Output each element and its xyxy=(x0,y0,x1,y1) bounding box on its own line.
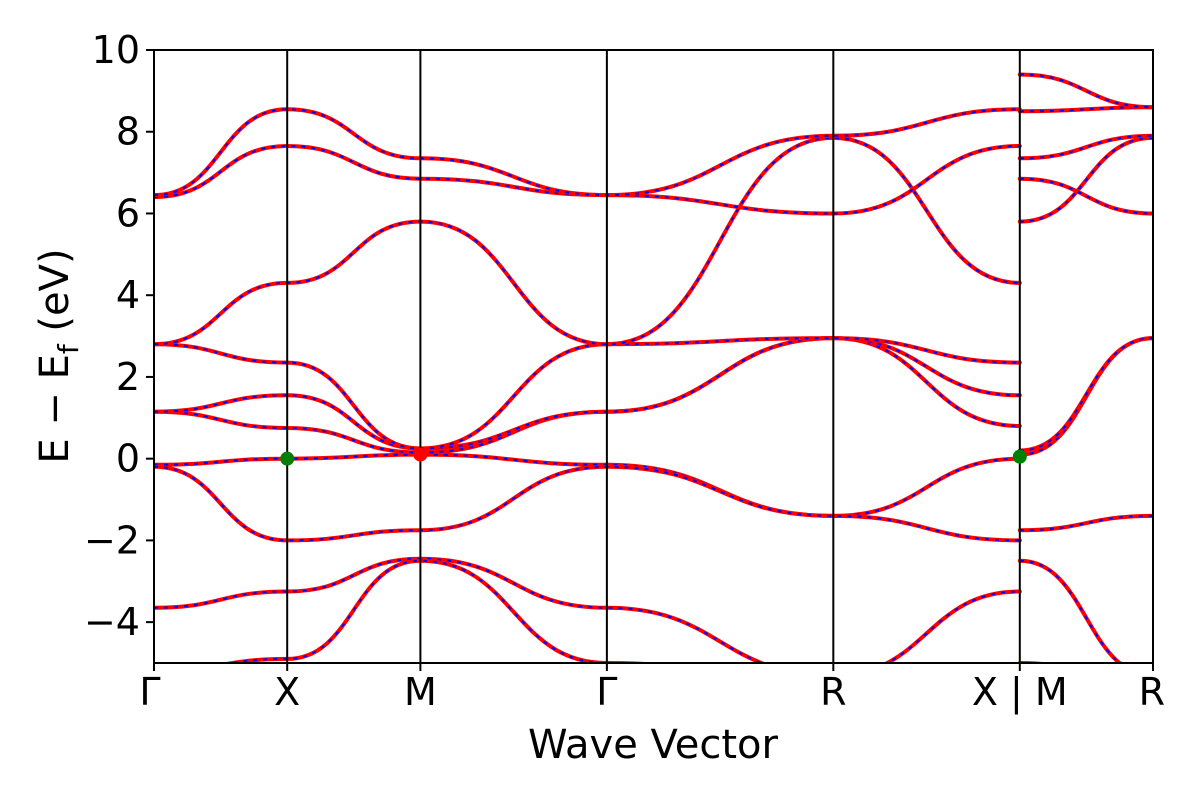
y-tick-label-1: −2 xyxy=(84,518,140,562)
x-axis-title: Wave Vector xyxy=(528,722,779,768)
band-edge-marker-0 xyxy=(280,451,295,466)
y-tick-label-5: 6 xyxy=(116,191,140,235)
y-axis-title-subscript: f xyxy=(52,343,85,354)
band-line-17 xyxy=(1017,513,1153,533)
band-overlay-17 xyxy=(1019,514,1153,532)
high-symmetry-lines xyxy=(286,50,1021,663)
y-tick-label-4: 4 xyxy=(116,273,140,317)
band-overlay-4 xyxy=(154,136,1020,346)
y-axis-title-main: E − E xyxy=(32,354,78,464)
band-overlay-18 xyxy=(1019,559,1122,663)
band-overlay-11 xyxy=(1019,337,1153,452)
band-overlay-5 xyxy=(154,144,1020,215)
y-tick-label-0: −4 xyxy=(84,600,140,644)
x-axis-ticks: Γ X M Γ R X | M R xyxy=(139,663,1165,715)
band-overlay-13 xyxy=(1019,177,1153,215)
x-tick-label-0: Γ xyxy=(139,670,160,714)
x-tick-label-1: X xyxy=(274,670,300,714)
y-tick-label-3: 2 xyxy=(116,355,140,399)
bands-layer xyxy=(154,72,1153,663)
band-overlay-12 xyxy=(1019,136,1153,223)
band-overlay-6 xyxy=(154,108,1020,197)
band-edge-markers xyxy=(280,447,1027,466)
y-tick-label-2: 0 xyxy=(116,437,140,481)
band-edge-marker-1 xyxy=(413,447,428,462)
band-line-7 xyxy=(154,464,1022,543)
band-line-16 xyxy=(1017,72,1153,110)
band-line-13 xyxy=(1017,176,1153,216)
band-edge-marker-2 xyxy=(1012,449,1027,464)
x-tick-label-4: R xyxy=(820,670,846,714)
band-line-5 xyxy=(154,143,1022,216)
y-axis-title: E − Ef (eV) xyxy=(32,248,85,463)
band-line-4 xyxy=(154,135,1022,347)
band-overlay-16 xyxy=(1019,73,1153,109)
x-tick-label-3: Γ xyxy=(596,670,617,714)
x-tick-label-5: X | M xyxy=(972,670,1068,715)
y-tick-label-6: 8 xyxy=(116,110,140,154)
band-overlay-14 xyxy=(1019,134,1153,160)
band-line-6 xyxy=(154,107,1022,198)
y-axis-ticks: −4 −2 0 2 4 6 8 10 xyxy=(84,28,154,644)
band-overlay-3 xyxy=(154,337,1020,450)
y-tick-label-7: 10 xyxy=(92,28,140,72)
plot-frame xyxy=(153,49,1154,664)
y-axis-title-unit: (eV) xyxy=(32,248,78,344)
band-overlay-9 xyxy=(226,559,647,663)
band-overlay-7 xyxy=(154,465,1020,542)
x-tick-label-2: M xyxy=(404,670,437,714)
band-line-9 xyxy=(220,558,662,663)
x-tick-label-6: R xyxy=(1139,670,1165,714)
